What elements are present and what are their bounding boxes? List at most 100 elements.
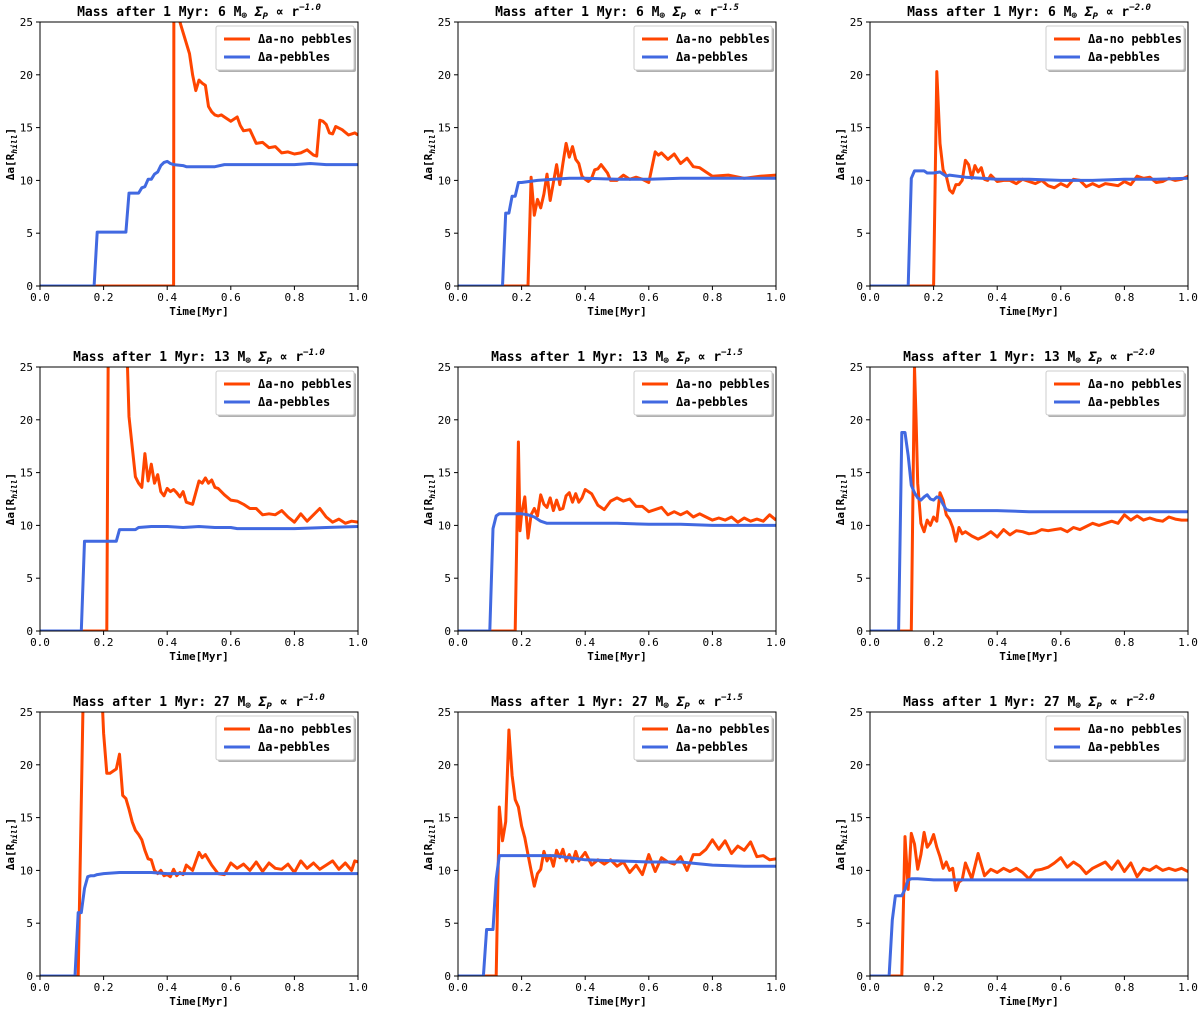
series-line-pebbles: [870, 169, 1188, 286]
legend: Δa-no pebbles Δa-pebbles: [633, 370, 774, 417]
x-tick-label: 0.0: [860, 981, 880, 994]
x-tick-label: 0.0: [860, 291, 880, 304]
y-tick-label: 5: [856, 572, 863, 585]
y-tick-label: 15: [850, 467, 863, 480]
y-tick-label: 25: [850, 706, 863, 719]
plot-frame: [39, 21, 359, 287]
subplot-5: Mass after 1 Myr: 13 M⊕ ΣP ∝ r−1.5 0.0 0.2…: [422, 348, 786, 663]
y-tick-label: 10: [20, 864, 33, 877]
chart-title: Mass after 1 Myr: 6 M⊕ ΣP ∝ r−1.5: [495, 3, 739, 22]
plot-frame: [869, 711, 1189, 977]
legend-box: [215, 715, 355, 761]
y-tick-label: 25: [20, 706, 33, 719]
x-tick-label: 1.0: [1178, 636, 1198, 649]
chart-title: Mass after 1 Myr: 27 M⊕ ΣP ∝ r−1.5: [491, 693, 743, 712]
y-tick-label: 25: [20, 361, 33, 374]
x-axis-label: Time[Myr]: [999, 650, 1059, 663]
y-axis-label: Δa[Rhill]: [4, 473, 19, 525]
series-line-pebbles: [458, 176, 776, 286]
y-axis-label: Δa[Rhill]: [834, 473, 849, 525]
x-tick-label: 0.4: [157, 291, 177, 304]
y-tick-label: 20: [20, 69, 33, 82]
x-tick-label: 0.2: [512, 636, 532, 649]
y-tick-label: 10: [438, 174, 451, 187]
subplot-9: Mass after 1 Myr: 27 M⊕ ΣP ∝ r−2.0 0.0 0.2…: [834, 693, 1198, 1008]
y-tick-label: 20: [438, 69, 451, 82]
legend: Δa-no pebbles Δa-pebbles: [1045, 370, 1186, 417]
subplot-2: Mass after 1 Myr: 6 M⊕ ΣP ∝ r−1.5 0.0 0.2 0…: [422, 3, 786, 318]
y-tick-label: 0: [26, 625, 33, 638]
x-axis-label: Time[Myr]: [169, 305, 229, 318]
y-axis-label: Δa[Rhill]: [834, 128, 849, 180]
legend-label: Δa-no pebbles: [258, 32, 352, 46]
legend-label: Δa-pebbles: [258, 740, 330, 754]
y-tick-label: 25: [438, 361, 451, 374]
x-tick-label: 0.0: [30, 636, 50, 649]
y-tick-label: 25: [20, 16, 33, 29]
x-tick-label: 0.8: [1114, 291, 1134, 304]
series-line-no-pebbles: [458, 728, 776, 976]
y-tick-label: 20: [438, 414, 451, 427]
y-axis-label: Δa[Rhill]: [422, 818, 437, 870]
x-tick-label: 0.2: [924, 291, 944, 304]
chart-title: Mass after 1 Myr: 13 M⊕ ΣP ∝ r−2.0: [903, 348, 1155, 367]
x-tick-label: 0.2: [94, 636, 114, 649]
y-tick-label: 10: [20, 519, 33, 532]
x-tick-label: 0.8: [702, 981, 722, 994]
legend-box: [215, 25, 355, 71]
x-tick-label: 0.4: [575, 981, 595, 994]
x-tick-label: 0.8: [284, 981, 304, 994]
y-tick-label: 15: [850, 122, 863, 135]
series-line-no-pebbles: [458, 440, 776, 631]
series-line-no-pebbles: [40, 712, 358, 976]
subplot-7: Mass after 1 Myr: 27 M⊕ ΣP ∝ r−1.0 0.0 0.2…: [4, 693, 368, 1008]
y-axis-label: Δa[Rhill]: [834, 818, 849, 870]
y-tick-label: 20: [850, 414, 863, 427]
plot-frame: [869, 366, 1189, 632]
y-tick-label: 5: [26, 572, 33, 585]
x-tick-label: 0.0: [448, 981, 468, 994]
legend-label: Δa-pebbles: [1088, 395, 1160, 409]
series-line-no-pebbles: [40, 22, 358, 286]
y-tick-label: 10: [850, 174, 863, 187]
y-tick-label: 0: [444, 625, 451, 638]
y-axis-label: Δa[Rhill]: [4, 128, 19, 180]
x-axis-label: Time[Myr]: [999, 305, 1059, 318]
x-tick-label: 0.8: [1114, 636, 1134, 649]
x-tick-label: 0.4: [987, 981, 1007, 994]
y-tick-label: 10: [438, 864, 451, 877]
subplot-1: Mass after 1 Myr: 6 M⊕ ΣP ∝ r−1.0 0.0 0.2 0…: [4, 3, 368, 318]
x-tick-label: 0.2: [924, 636, 944, 649]
subplot-6: Mass after 1 Myr: 13 M⊕ ΣP ∝ r−2.0 0.0 0.2…: [834, 348, 1198, 663]
y-tick-label: 5: [856, 917, 863, 930]
x-tick-label: 0.4: [987, 636, 1007, 649]
legend-label: Δa-pebbles: [676, 50, 748, 64]
x-tick-label: 0.4: [987, 291, 1007, 304]
y-tick-label: 5: [444, 917, 451, 930]
x-axis-label: Time[Myr]: [169, 650, 229, 663]
x-axis-label: Time[Myr]: [169, 995, 229, 1008]
y-tick-label: 0: [856, 970, 863, 983]
chart-title: Mass after 1 Myr: 27 M⊕ ΣP ∝ r−2.0: [903, 693, 1155, 712]
legend-label: Δa-no pebbles: [258, 377, 352, 391]
y-tick-label: 20: [850, 759, 863, 772]
y-tick-label: 5: [444, 227, 451, 240]
legend-box: [1045, 715, 1185, 761]
x-tick-label: 0.6: [221, 291, 241, 304]
x-tick-label: 0.4: [575, 636, 595, 649]
legend-label: Δa-pebbles: [1088, 50, 1160, 64]
legend-box: [633, 370, 773, 416]
legend-label: Δa-pebbles: [676, 395, 748, 409]
plot-frame: [39, 366, 359, 632]
series-line-pebbles: [40, 159, 358, 286]
legend-label: Δa-pebbles: [1088, 740, 1160, 754]
series-line-pebbles: [40, 871, 358, 976]
y-tick-label: 5: [444, 572, 451, 585]
x-tick-label: 0.6: [639, 636, 659, 649]
x-tick-label: 0.2: [512, 291, 532, 304]
legend-label: Δa-no pebbles: [676, 32, 770, 46]
subplot-4: Mass after 1 Myr: 13 M⊕ ΣP ∝ r−1.0 0.0 0.2…: [4, 348, 368, 663]
x-tick-label: 0.6: [221, 636, 241, 649]
legend-box: [633, 25, 773, 71]
x-tick-label: 1.0: [766, 981, 786, 994]
